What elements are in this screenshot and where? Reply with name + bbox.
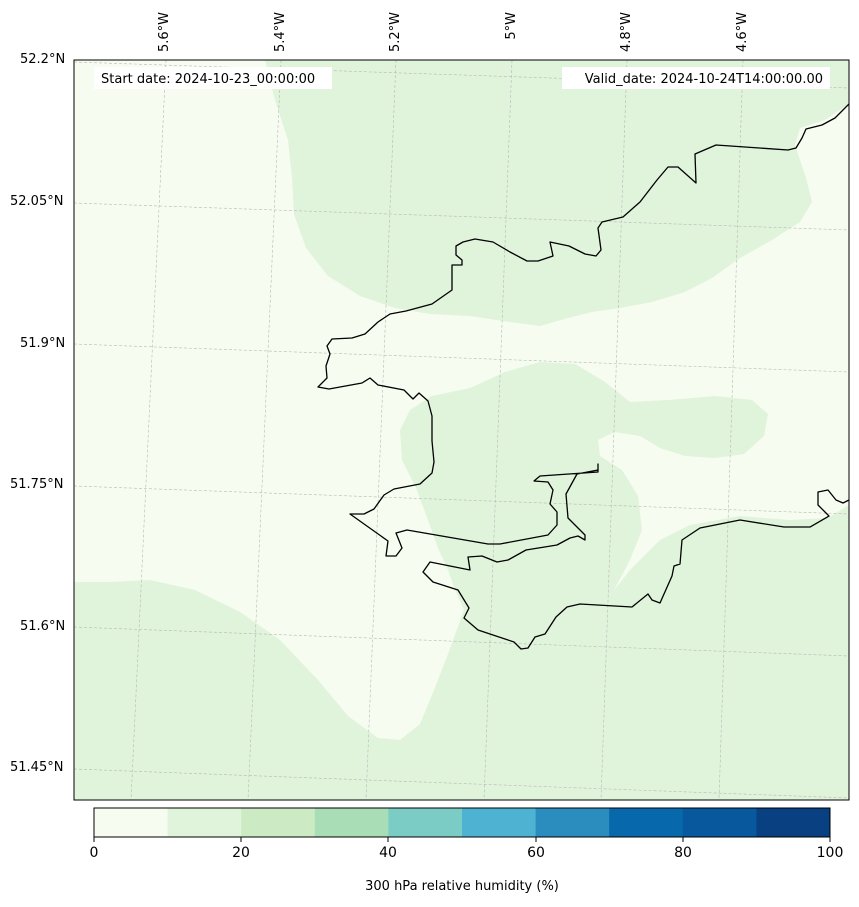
lat-label-51.6n: 51.6°N [20, 619, 66, 634]
colorbar-tick-80: 80 [674, 845, 692, 861]
colorbar-bin-1 [167, 808, 242, 837]
humidity-field-10-20-southeast [74, 505, 849, 800]
valid-date-box [562, 67, 830, 89]
colorbar-tick-60: 60 [527, 845, 545, 861]
humidity-field-10-20-north [265, 60, 849, 326]
colorbar-tick-20: 20 [232, 845, 250, 861]
colorbar-frame [93, 807, 831, 838]
colorbar-tick-40: 40 [379, 845, 397, 861]
colorbar-tick-100: 100 [816, 845, 844, 861]
map-frame [73, 59, 850, 801]
lat-label-52.05n: 52.05°N [10, 194, 64, 209]
colorbar-bin-5 [462, 808, 537, 837]
colorbar-bin-8 [682, 808, 757, 837]
lat-label-51.45n: 51.45°N [10, 760, 64, 775]
coastline [317, 103, 849, 650]
lat-label-51.75n: 51.75°N [10, 477, 64, 492]
lat-label-51.9n: 51.9°N [20, 336, 66, 351]
valid-date-label: Valid_date: 2024-10-24T14:00:00.00 [585, 72, 823, 87]
colorbar-bin-2 [241, 808, 316, 837]
colorbar [94, 808, 831, 837]
colorbar-bin-9 [756, 808, 831, 837]
colorbar-bin-4 [388, 808, 463, 837]
lat-label-52.2n: 52.2°N [20, 52, 66, 67]
colorbar-ticks [93, 837, 831, 842]
colorbar-tick-0: 0 [89, 845, 99, 861]
colorbar-bin-6 [535, 808, 610, 837]
start-date-label: Start date: 2024-10-23_00:00:00 [101, 72, 315, 87]
colorbar-bin-3 [314, 808, 389, 837]
start-date-box [94, 67, 332, 89]
colorbar-title: 300 hPa relative humidity (%) [365, 879, 559, 894]
colorbar-bin-7 [609, 808, 684, 837]
colorbar-bin-0 [94, 808, 169, 837]
